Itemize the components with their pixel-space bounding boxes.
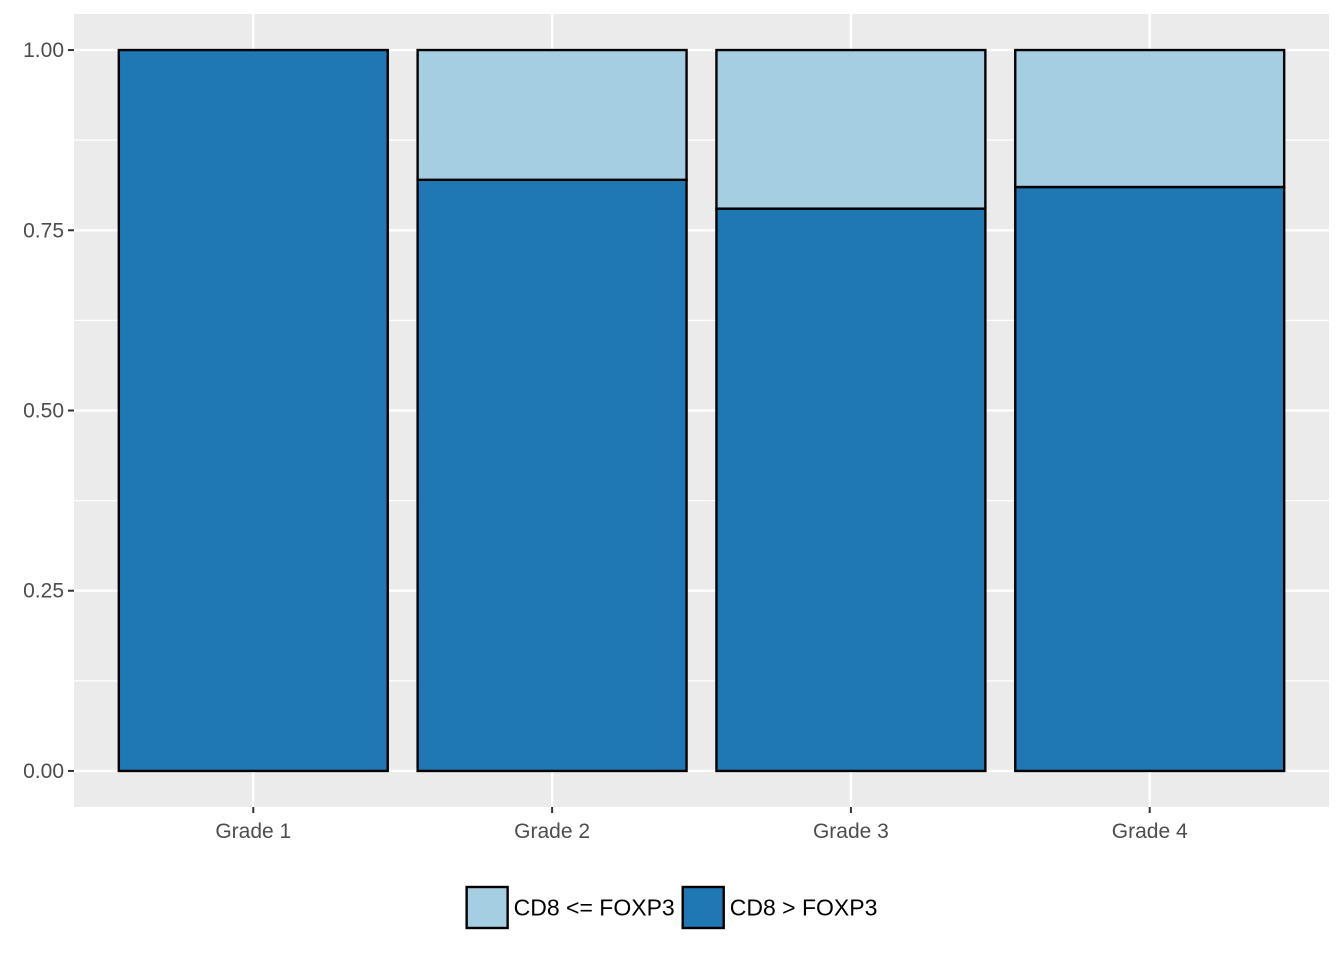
x-tick-label: Grade 1	[215, 820, 291, 843]
y-tick-label: 0.50	[23, 400, 64, 423]
bar-segment-cd8-gt-foxp3-grade-1	[117, 48, 389, 773]
y-tick-label: 0.75	[23, 219, 64, 242]
x-tick-label: Grade 4	[1112, 820, 1188, 843]
bar-segment-cd8-le-foxp3-grade-3	[715, 48, 987, 210]
legend: CD8 <= FOXP3 CD8 > FOXP3	[465, 885, 878, 930]
bar-segment-cd8-gt-foxp3-grade-4	[1014, 185, 1286, 773]
x-axis: Grade 1 Grade 2 Grade 3 Grade 4	[215, 807, 1188, 843]
y-tick-label: 1.00	[23, 39, 64, 62]
y-axis: 0.00 0.25 0.50 0.75 1.00	[23, 39, 74, 783]
legend-label-cd8-le-foxp3: CD8 <= FOXP3	[514, 895, 675, 921]
bar-segment-cd8-gt-foxp3-grade-3	[715, 207, 987, 773]
legend-label-cd8-gt-foxp3: CD8 > FOXP3	[730, 895, 878, 921]
bar-segment-cd8-le-foxp3-grade-4	[1014, 48, 1286, 189]
y-tick-label: 0.25	[23, 580, 64, 603]
legend-key-cd8-gt-foxp3	[681, 885, 725, 930]
bar-segment-cd8-le-foxp3-grade-2	[416, 48, 688, 182]
bar-segment-cd8-gt-foxp3-grade-2	[416, 178, 688, 773]
y-tick-label: 0.00	[23, 760, 64, 783]
bars	[117, 48, 1286, 773]
legend-key-cd8-le-foxp3	[465, 885, 509, 930]
x-tick-label: Grade 3	[813, 820, 889, 843]
x-tick-label: Grade 2	[514, 820, 590, 843]
